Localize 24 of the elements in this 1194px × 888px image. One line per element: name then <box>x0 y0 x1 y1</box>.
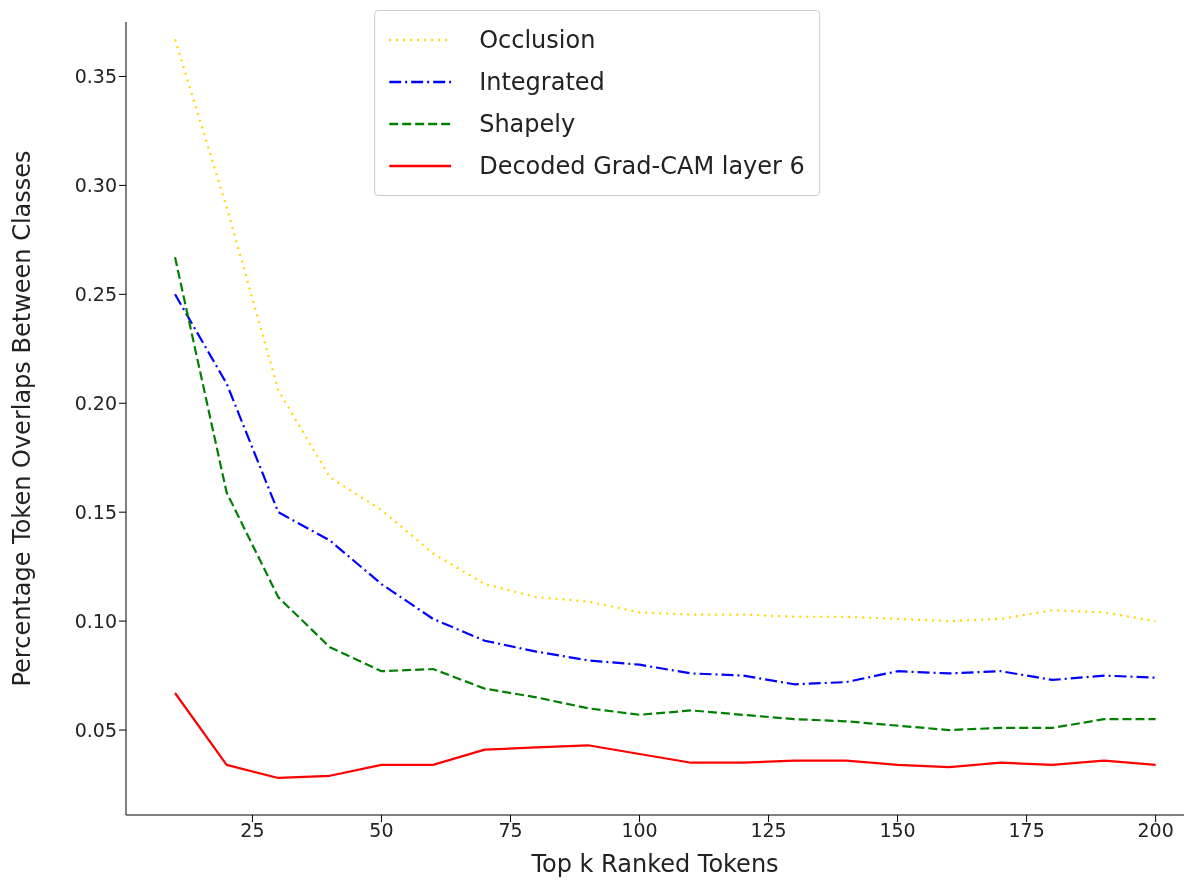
x-tick-label: 150 <box>879 819 916 842</box>
x-tick-label: 125 <box>750 819 787 842</box>
y-tick-label: 0.30 <box>74 174 117 197</box>
x-tick-label: 50 <box>369 819 394 842</box>
legend-label: Occlusion <box>479 26 596 54</box>
x-tick-label: 25 <box>240 819 265 842</box>
line-series <box>173 256 1157 732</box>
x-tick-label: 75 <box>498 819 523 842</box>
legend-label: Shapely <box>479 110 576 138</box>
y-tick-label: 0.25 <box>74 283 117 306</box>
y-axis-title: Percentage Token Overlaps Between Classes <box>8 150 36 687</box>
legend-label: Integrated <box>479 68 605 96</box>
y-tick-label: 0.20 <box>74 391 117 414</box>
y-tick-label: 0.05 <box>74 718 117 741</box>
x-tick-label: 100 <box>621 819 658 842</box>
x-tick-label: 175 <box>1008 819 1045 842</box>
y-tick-label: 0.10 <box>74 609 117 632</box>
y-tick-label: 0.15 <box>74 500 117 523</box>
legend-label: Decoded Grad-CAM layer 6 <box>479 152 805 180</box>
x-tick-label: 200 <box>1137 819 1174 842</box>
line-series <box>173 293 1157 686</box>
x-axis-title: Top k Ranked Tokens <box>530 850 779 878</box>
y-tick-label: 0.35 <box>74 65 117 88</box>
line-series <box>173 691 1157 780</box>
